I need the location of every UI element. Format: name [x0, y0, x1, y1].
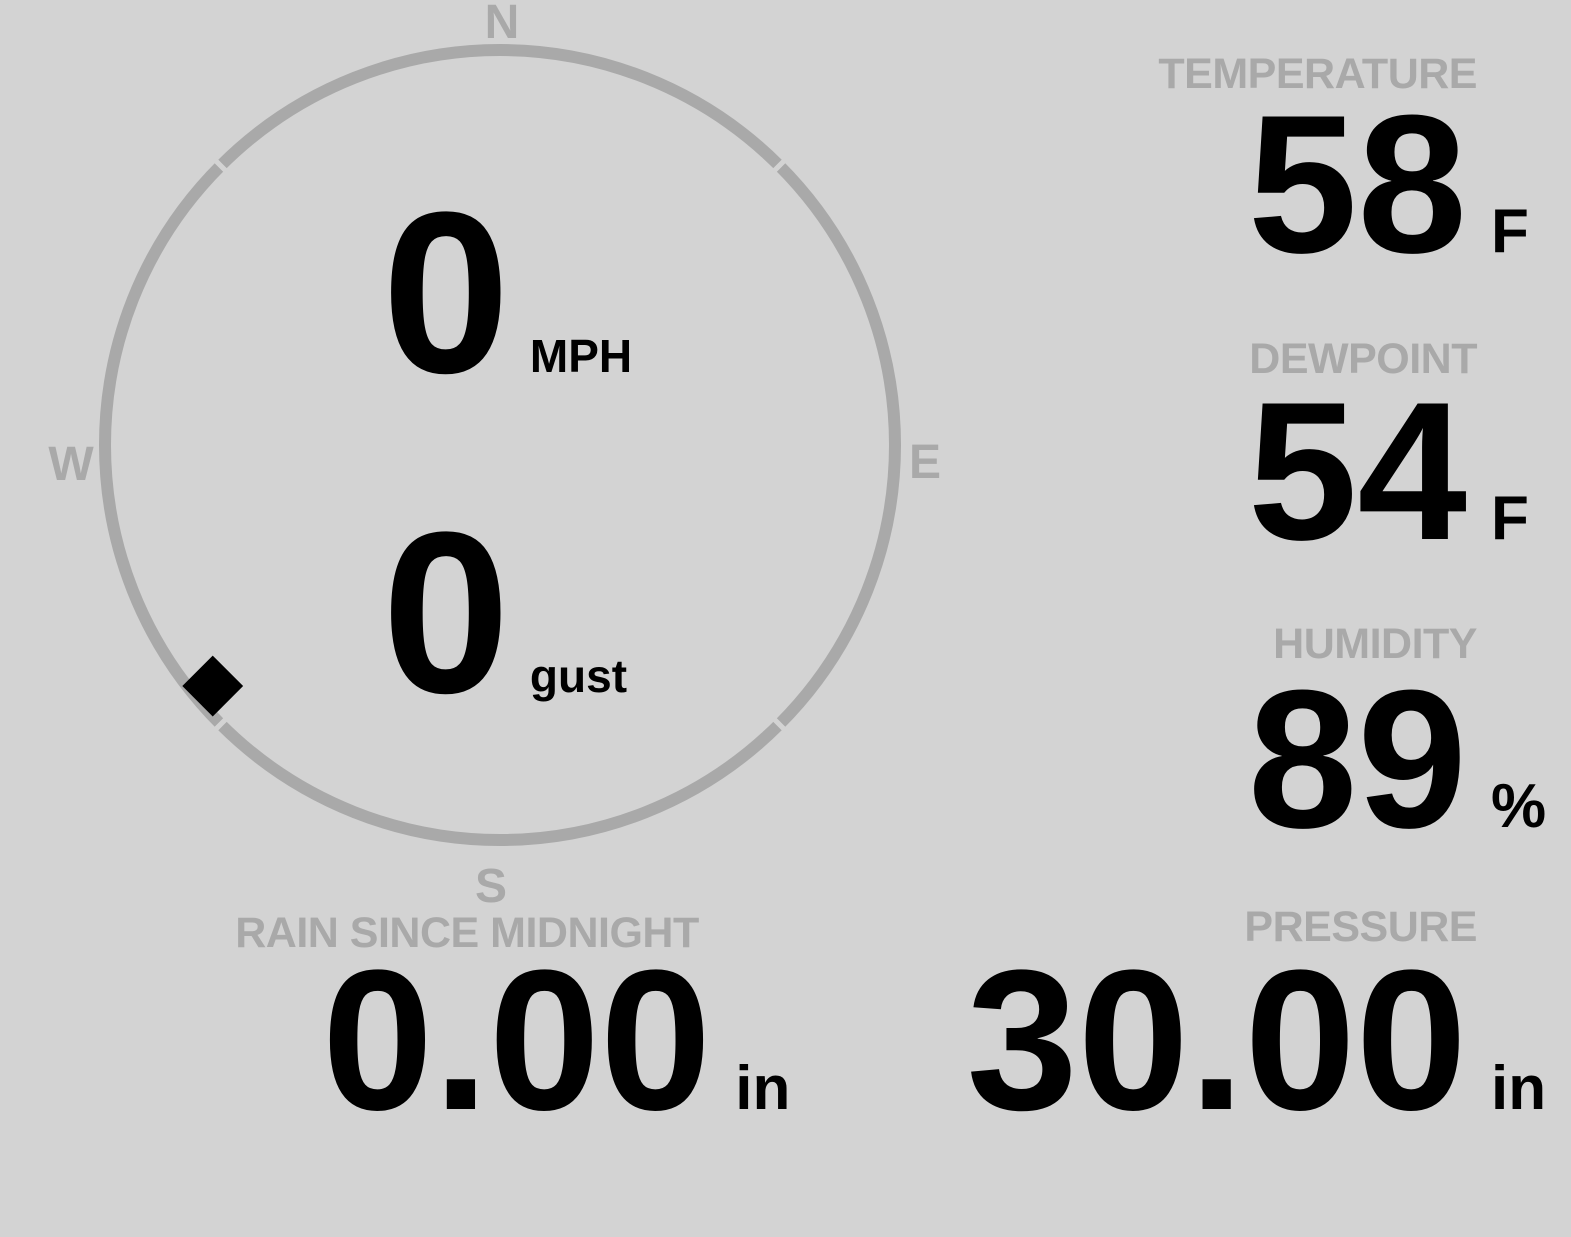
humidity-label: HUMIDITY [1273, 620, 1477, 668]
wind-speed-unit: MPH [529, 330, 633, 382]
pressure-value: 30.00 [966, 929, 1468, 1152]
rain-value: 0.00 [322, 929, 712, 1152]
temperature-reading: 58 F [1248, 86, 1555, 283]
wind-speed-value: 0 [382, 164, 510, 421]
compass-ring-notches [206, 151, 794, 739]
compass-label-north: N [485, 0, 520, 49]
temperature-value: 58 [1247, 74, 1467, 294]
pressure-unit: in [1491, 1054, 1547, 1123]
dewpoint-reading: 54 F [1248, 373, 1555, 570]
dewpoint-unit: F [1491, 484, 1529, 553]
compass-ring [99, 44, 901, 846]
pressure-reading: 30.00 in [967, 941, 1556, 1141]
temperature-unit: F [1491, 197, 1529, 266]
wind-gust: 0 gust [382, 498, 627, 728]
wind-gust-value: 0 [382, 484, 510, 741]
rain-unit: in [735, 1054, 791, 1123]
wind-speed: 0 MPH [382, 178, 632, 408]
dewpoint-label: DEWPOINT [1249, 335, 1477, 383]
rain-label: RAIN SINCE MIDNIGHT [235, 909, 699, 957]
rain-reading: 0.00 in [322, 941, 799, 1141]
wind-gust-unit: gust [529, 650, 628, 702]
compass-label-east: E [909, 436, 941, 489]
humidity-value: 89 [1247, 649, 1467, 869]
humidity-reading: 89 % [1248, 661, 1555, 858]
wind-direction-marker [182, 655, 244, 717]
humidity-unit: % [1491, 772, 1547, 841]
pressure-label: PRESSURE [1244, 903, 1477, 951]
compass-label-west: W [48, 438, 94, 491]
wind-compass: N E S W [48, 0, 941, 910]
compass-label-south: S [475, 860, 507, 910]
temperature-label: TEMPERATURE [1158, 50, 1477, 98]
dewpoint-value: 54 [1247, 361, 1467, 581]
